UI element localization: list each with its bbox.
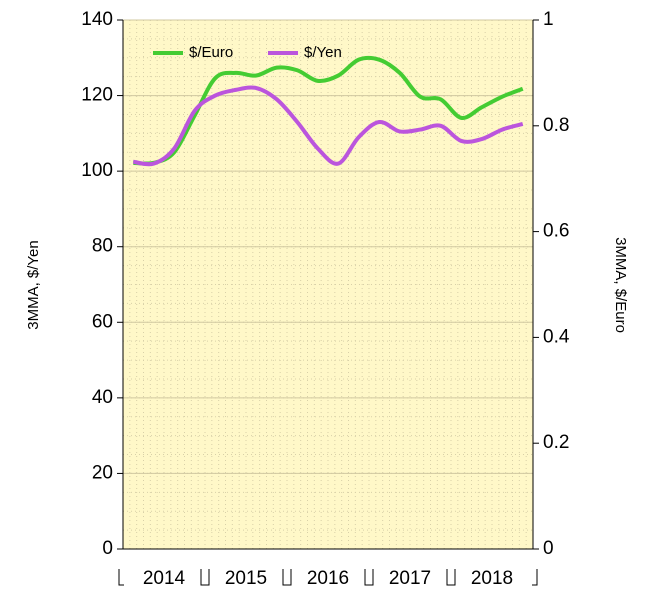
year-bracket: [118, 569, 124, 586]
legend-label: $/Yen: [304, 44, 342, 61]
legend-label: $/Euro: [189, 44, 233, 61]
y-tick-label: 80: [92, 236, 113, 257]
year-bracket: [364, 569, 370, 586]
year-bracket: [282, 569, 288, 586]
year-bracket: [204, 569, 210, 586]
y-tick-label: 20: [92, 462, 113, 483]
year-bracket: [450, 569, 456, 586]
year-bracket: [286, 569, 292, 586]
y2-tick-label: 0.4: [543, 326, 570, 347]
y2-tick-label: 0.8: [543, 115, 569, 136]
x-tick-label: 2017: [389, 568, 431, 589]
y-tick-label: 0: [102, 538, 113, 559]
x-tick-label: 2014: [143, 568, 186, 589]
x-tick-label: 2016: [307, 568, 349, 589]
y2-axis-title: 3MMA, $/Euro: [612, 237, 629, 333]
y-tick-label: 140: [81, 9, 113, 30]
year-bracket: [200, 569, 206, 586]
y2-tick-label: 0.6: [543, 221, 569, 242]
year-bracket: [368, 569, 374, 586]
series-line: [133, 55, 524, 166]
y2-tick-label: 1: [543, 9, 554, 30]
y-tick-label: 40: [92, 387, 113, 408]
y2-tick-label: 0.2: [543, 432, 569, 453]
year-bracket: [532, 569, 538, 586]
x-tick-label: 2018: [471, 568, 513, 589]
y-axis-title: 3MMA, $/Yen: [25, 240, 42, 330]
x-tick-label: 2015: [225, 568, 267, 589]
year-bracket: [446, 569, 452, 586]
y-tick-label: 60: [92, 311, 113, 332]
y-tick-label: 100: [81, 160, 113, 181]
y2-tick-label: 0: [543, 538, 554, 559]
series-line: [132, 85, 524, 167]
y-tick-label: 120: [81, 85, 113, 106]
